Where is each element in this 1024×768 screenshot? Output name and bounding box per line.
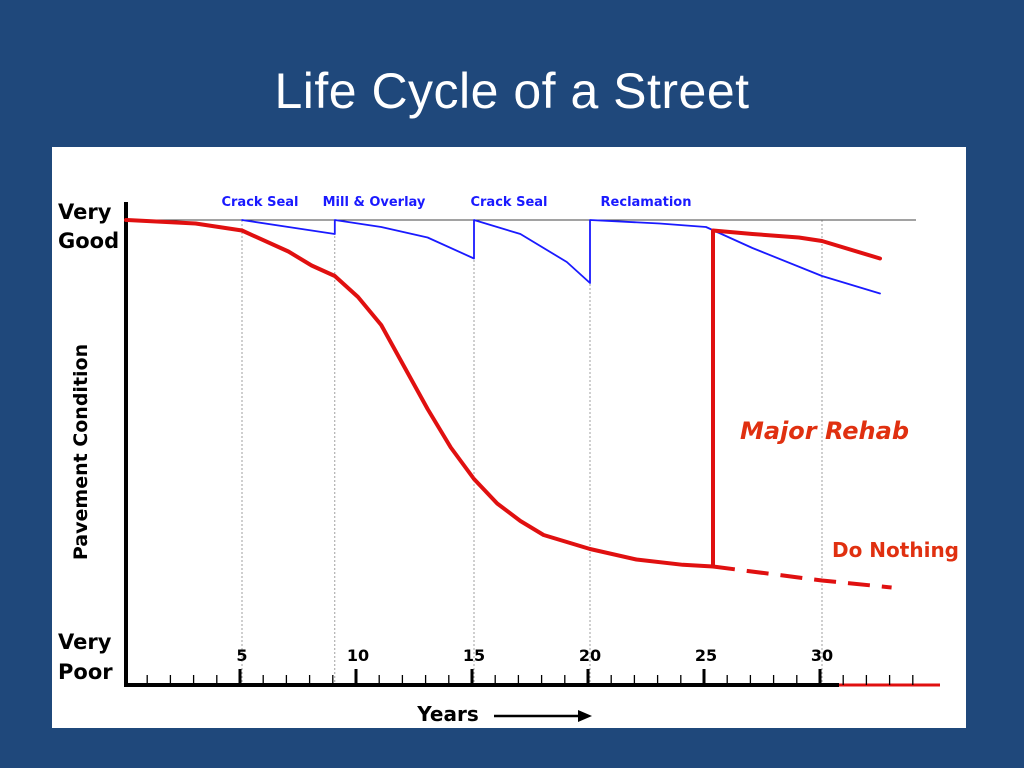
x-tick-label-15: 15 — [463, 646, 485, 665]
x-axis-arrow-head — [578, 710, 592, 722]
x-tick-label-30: 30 — [811, 646, 833, 665]
chart-panel: 5 10 15 20 25 30 Crack Seal Mill & Overlay Crac… — [52, 147, 966, 728]
slide-title: Life Cycle of a Street — [274, 63, 750, 119]
y-top-label-line1: Very — [58, 200, 112, 224]
y-top-label-line2: Good — [58, 229, 119, 253]
x-axis-title: Years — [416, 702, 478, 726]
treatment-label-3: Reclamation — [601, 195, 692, 210]
y-bottom-label-line2: Poor — [58, 660, 113, 684]
series-projection-do-nothing — [712, 564, 892, 590]
treatment-label-1: Mill & Overlay — [323, 195, 426, 210]
series-line-preventive-maintenance — [241, 219, 881, 295]
major-rehab-label: Major Rehab — [740, 417, 909, 445]
series-line-major-rehab — [711, 228, 882, 569]
x-tick-label-5: 5 — [236, 646, 247, 665]
y-axis-title: Pavement Condition — [70, 344, 92, 560]
do-nothing-label: Do Nothing — [832, 538, 959, 562]
pavement-life-cycle-chart: 5 10 15 20 25 30 Crack Seal Mill & Overlay Crac… — [58, 195, 959, 726]
series-line-do-nothing — [124, 218, 715, 569]
treatment-label-0: Crack Seal — [221, 195, 298, 210]
x-tick-label-25: 25 — [695, 646, 717, 665]
treatment-label-2: Crack Seal — [470, 195, 547, 210]
x-tick-label-10: 10 — [347, 646, 369, 665]
y-bottom-label-line1: Very — [58, 630, 112, 654]
x-tick-label-20: 20 — [579, 646, 601, 665]
